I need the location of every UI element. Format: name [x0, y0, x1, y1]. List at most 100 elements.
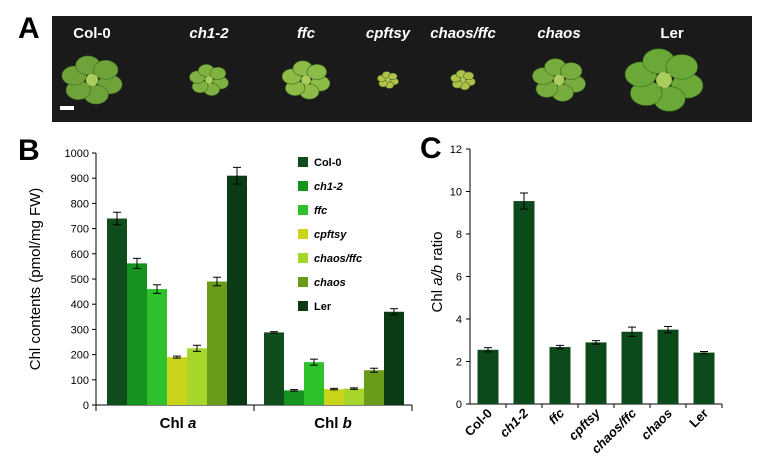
bar-ch1-2: [513, 201, 535, 404]
group-label: Chl a: [160, 415, 197, 432]
rosette-center: [85, 73, 99, 87]
rosette-1: [189, 64, 229, 96]
bar-Col-0: [477, 349, 499, 404]
rosette-center: [385, 77, 391, 83]
legend-swatch: [298, 205, 308, 215]
leaf: [463, 71, 474, 81]
y-tick-label: 300: [71, 324, 89, 336]
bar-chaos-ffc: [187, 348, 207, 405]
genotype-label: Col-0: [73, 25, 111, 42]
bar-Col-0: [264, 332, 284, 405]
group-label-prefix: Chl: [314, 415, 342, 432]
y-tick-label: 600: [71, 249, 89, 261]
legend-label: ch1-2: [314, 181, 343, 193]
leaf: [388, 72, 398, 81]
y-tick-label: 1000: [65, 148, 89, 160]
bar-chaos: [657, 329, 679, 404]
legend-label: chaos: [314, 277, 346, 289]
x-category-label: ch1-2: [496, 405, 531, 440]
y-tick-label: 400: [71, 299, 89, 311]
group-label-italic: a: [188, 415, 196, 432]
rosette-2: [281, 60, 331, 100]
bar-ch1-2: [284, 390, 304, 405]
y-tick-label: 10: [450, 187, 462, 199]
y-axis-title-part: ratio: [429, 232, 446, 265]
bar-ch1-2: [127, 263, 147, 405]
bar-Ler: [693, 352, 715, 404]
y-tick-label: 0: [83, 400, 89, 412]
bar-ffc: [147, 289, 167, 405]
scale-bar: [60, 106, 74, 110]
rosette-3: [377, 71, 399, 89]
y-axis-title-part: a/b: [429, 265, 446, 286]
y-tick-label: 500: [71, 274, 89, 286]
genotype-label: ch1-2: [189, 25, 229, 42]
genotype-label: cpftsy: [366, 25, 411, 42]
y-axis-title: Chl contents (pmol/mg FW): [27, 188, 44, 371]
y-tick-label: 6: [456, 272, 462, 284]
rosette-center: [205, 76, 213, 84]
legend-swatch: [298, 277, 308, 287]
rosette-6: [624, 48, 704, 112]
group-label-italic: b: [343, 415, 352, 432]
genotype-label: Ler: [660, 25, 684, 42]
leaf: [209, 66, 227, 80]
y-tick-label: 200: [71, 350, 89, 362]
panel-b-letter: B: [18, 134, 40, 167]
y-tick-label: 800: [71, 198, 89, 210]
x-category-label: Ler: [686, 406, 711, 431]
legend-swatch: [298, 301, 308, 311]
y-tick-label: 100: [71, 375, 89, 387]
genotype-labels: Col-0 ch1-2 ffc cpftsy chaos/ffc chaos Ler: [73, 25, 684, 42]
bar-cpftsy: [324, 389, 344, 405]
rosette-center: [301, 75, 311, 85]
x-category-label: Col-0: [462, 406, 496, 440]
group-label-prefix: Chl: [160, 415, 188, 432]
y-tick-label: 4: [456, 314, 462, 326]
bar-ffc: [304, 362, 324, 405]
group-label: Chl b: [314, 415, 352, 432]
y-tick-label: 8: [456, 229, 462, 241]
rosette-center: [460, 77, 466, 83]
legend-label: Ler: [314, 301, 332, 313]
y-tick-label: 2: [456, 357, 462, 369]
chl-content-bar-chart: 0 100 200 300 400 500 600 700 800 900 1000 Chl cont…: [27, 148, 413, 432]
legend-swatch: [298, 253, 308, 263]
y-axis-title-part: Chl: [429, 286, 446, 313]
leaf: [665, 54, 698, 80]
bar-Ler: [227, 175, 247, 405]
legend-swatch: [298, 157, 308, 167]
bar-cpftsy: [167, 357, 187, 405]
x-category-label: chaos: [638, 406, 675, 443]
genotype-label: chaos/ffc: [430, 25, 496, 42]
legend-swatch: [298, 181, 308, 191]
genotype-label: chaos: [537, 25, 580, 42]
y-tick-label: 0: [456, 399, 462, 411]
bar-cpftsy: [585, 342, 607, 404]
y-axis-title: Chl a/b ratio: [429, 232, 446, 313]
y-tick-label: 700: [71, 224, 89, 236]
legend-label: cpftsy: [314, 229, 347, 241]
bar-Col-0: [107, 218, 127, 405]
bar-ffc: [549, 347, 571, 404]
legend-swatch: [298, 229, 308, 239]
rosette-center: [656, 72, 672, 88]
legend-label: Col-0: [314, 157, 342, 169]
bar-chaos: [207, 281, 227, 405]
leaf: [93, 60, 119, 80]
bar-Ler: [384, 311, 404, 405]
rosette-0: [61, 55, 123, 105]
leaf: [560, 62, 583, 80]
rosette-center: [553, 74, 565, 86]
bar-chaos-ffc: [344, 388, 364, 405]
y-tick-label: 900: [71, 173, 89, 185]
rosette-5: [532, 58, 586, 102]
rosette-4: [450, 69, 476, 91]
legend-label: ffc: [314, 205, 327, 217]
x-category-label: ffc: [545, 405, 567, 427]
plant-photo-panel: Col-0 ch1-2 ffc cpftsy chaos/ffc chaos Ler: [52, 16, 752, 122]
bar-chaos-ffc: [621, 331, 643, 404]
panel-a-letter: A: [18, 12, 40, 45]
